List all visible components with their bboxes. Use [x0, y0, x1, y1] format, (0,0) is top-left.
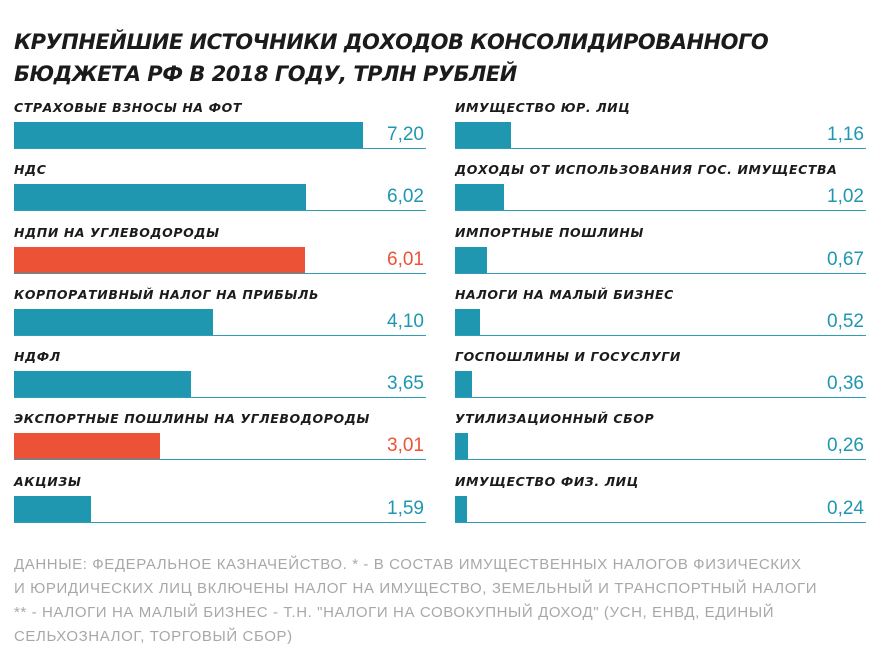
bar-row: КОРПОРАТИВНЫЙ НАЛОГ НА ПРИБЫЛЬ 4,10: [14, 285, 426, 347]
bar-value-label: 0,26: [827, 435, 864, 457]
bar-row: ДОХОДЫ ОТ ИСПОЛЬЗОВАНИЯ ГОС. ИМУЩЕСТВА 1,…: [455, 160, 866, 222]
bar-row: ГОСПОШЛИНЫ И ГОСУСЛУГИ 0,36: [455, 347, 866, 409]
bar-category-label: НДПИ НА УГЛЕВОДОРОДЫ: [14, 224, 220, 240]
bar: [14, 433, 160, 460]
bar-category-label: АКЦИЗЫ: [14, 473, 82, 489]
bar-track: 7,20: [14, 122, 426, 149]
footnote-line: СЕЛЬХОЗНАЛОГ, ТОРГОВЫЙ СБОР): [14, 628, 293, 645]
bar: [455, 184, 505, 211]
bar-row: ИМУЩЕСТВО ФИЗ. ЛИЦ 0,24: [455, 472, 866, 534]
bar-track: 6,02: [14, 184, 426, 212]
bar-category-label: ГОСПОШЛИНЫ И ГОСУСЛУГИ: [455, 349, 681, 365]
bar-value-label: 0,52: [827, 310, 864, 332]
bar-category-label: КОРПОРАТИВНЫЙ НАЛОГ НА ПРИБЫЛЬ: [14, 286, 320, 302]
bar-track: 0,52: [455, 308, 866, 336]
bar-value-label: 3,65: [387, 373, 424, 395]
footnote-line: ** - НАЛОГИ НА МАЛЫЙ БИЗНЕС - Т.Н. "НАЛО…: [14, 604, 775, 621]
bar-category-label: ДОХОДЫ ОТ ИСПОЛЬЗОВАНИЯ ГОС. ИМУЩЕСТВА: [455, 162, 838, 178]
bar-value-label: 1,02: [827, 186, 864, 208]
bar-value-label: 0,67: [827, 248, 864, 270]
bar-row: НДФЛ 3,65: [14, 347, 426, 409]
footnote-line: И ЮРИДИЧЕСКИХ ЛИЦ ВКЛЮЧЕНЫ НАЛОГ НА ИМУЩ…: [14, 580, 818, 597]
bar-column-right: ИМУЩЕСТВО ЮР. ЛИЦ 1,16 ДОХОДЫ ОТ ИСПОЛЬЗОВ…: [455, 98, 866, 534]
bar: [14, 122, 363, 148]
bar-track: 1,59: [14, 495, 426, 523]
source-footnote: ДАННЫЕ: ФЕДЕРАЛЬНОЕ КАЗНАЧЕЙСТВО. * - В …: [14, 553, 884, 649]
bar-category-label: ИМУЩЕСТВО ФИЗ. ЛИЦ: [455, 473, 639, 489]
bar-value-label: 3,01: [387, 435, 424, 457]
bar-category-label: НДФЛ: [14, 349, 61, 365]
bar-track: 0,24: [455, 495, 866, 523]
bar-track: 6,01: [14, 246, 426, 274]
bar-category-label: ИМПОРТНЫЕ ПОШЛИНЫ: [455, 224, 644, 240]
bar-category-label: НАЛОГИ НА МАЛЫЙ БИЗНЕС: [455, 286, 674, 302]
bar-value-label: 4,10: [387, 310, 424, 332]
bar-track: 1,02: [455, 184, 866, 212]
bar-row: ЭКСПОРТНЫЕ ПОШЛИНЫ НА УГЛЕВОДОРОДЫ 3,01: [14, 409, 426, 471]
bar-row: НДС 6,02: [14, 160, 426, 222]
bar: [14, 308, 213, 335]
chart-title-line-2: БЮДЖЕТА РФ В 2018 ГОДУ, ТРЛН РУБЛЕЙ: [14, 62, 517, 86]
bar-track: 3,65: [14, 371, 426, 399]
bar-row: УТИЛИЗАЦИОННЫЙ СБОР 0,26: [455, 409, 866, 471]
bar: [455, 433, 468, 460]
footnote-line: ДАННЫЕ: ФЕДЕРАЛЬНОЕ КАЗНАЧЕЙСТВО. * - В …: [14, 556, 802, 573]
bar: [455, 495, 467, 522]
bar-row: ИМПОРТНЫЕ ПОШЛИНЫ 0,67: [455, 223, 866, 285]
bar-value-label: 1,59: [387, 497, 424, 519]
bar-category-label: ЭКСПОРТНЫЕ ПОШЛИНЫ НА УГЛЕВОДОРОДЫ: [14, 411, 370, 427]
bar-row: НДПИ НА УГЛЕВОДОРОДЫ 6,01: [14, 223, 426, 285]
bar-track: 0,26: [455, 433, 866, 461]
chart-title-line-1: КРУПНЕЙШИЕ ИСТОЧНИКИ ДОХОДОВ КОНСОЛИДИРО…: [14, 30, 769, 54]
bar-track: 0,67: [455, 246, 866, 274]
bar-category-label: НДС: [14, 162, 47, 178]
bar-value-label: 1,16: [827, 124, 864, 145]
bar-value-label: 7,20: [387, 124, 424, 145]
bar: [455, 371, 473, 398]
bar: [14, 184, 306, 211]
bar-value-label: 6,02: [387, 186, 424, 208]
bar-row: ИМУЩЕСТВО ЮР. ЛИЦ 1,16: [455, 98, 866, 160]
bar-row: СТРАХОВЫЕ ВЗНОСЫ НА ФОТ 7,20: [14, 98, 426, 160]
bar: [14, 371, 191, 398]
bar: [455, 246, 488, 273]
bar-track: 0,36: [455, 371, 866, 399]
bar-category-label: УТИЛИЗАЦИОННЫЙ СБОР: [455, 411, 655, 427]
bar: [14, 495, 92, 522]
bar-row: АКЦИЗЫ 1,59: [14, 472, 426, 534]
bar-column-left: СТРАХОВЫЕ ВЗНОСЫ НА ФОТ 7,20 НДС 6,02 НДПИ Н…: [14, 98, 426, 534]
bar-track: 3,01: [14, 433, 426, 461]
bar-track: 4,10: [14, 308, 426, 336]
bar-value-label: 0,24: [827, 497, 864, 519]
bar-value-label: 6,01: [387, 248, 424, 270]
chart-title: КРУПНЕЙШИЕ ИСТОЧНИКИ ДОХОДОВ КОНСОЛИДИРО…: [14, 26, 874, 90]
bar-track: 1,16: [455, 122, 866, 149]
bar-value-label: 0,36: [827, 373, 864, 395]
bar-category-label: СТРАХОВЫЕ ВЗНОСЫ НА ФОТ: [14, 100, 242, 115]
bar: [455, 122, 512, 148]
bar-row: НАЛОГИ НА МАЛЫЙ БИЗНЕС 0,52: [455, 285, 866, 347]
bar: [455, 308, 481, 335]
bar-category-label: ИМУЩЕСТВО ЮР. ЛИЦ: [455, 100, 631, 115]
bar: [14, 246, 306, 273]
